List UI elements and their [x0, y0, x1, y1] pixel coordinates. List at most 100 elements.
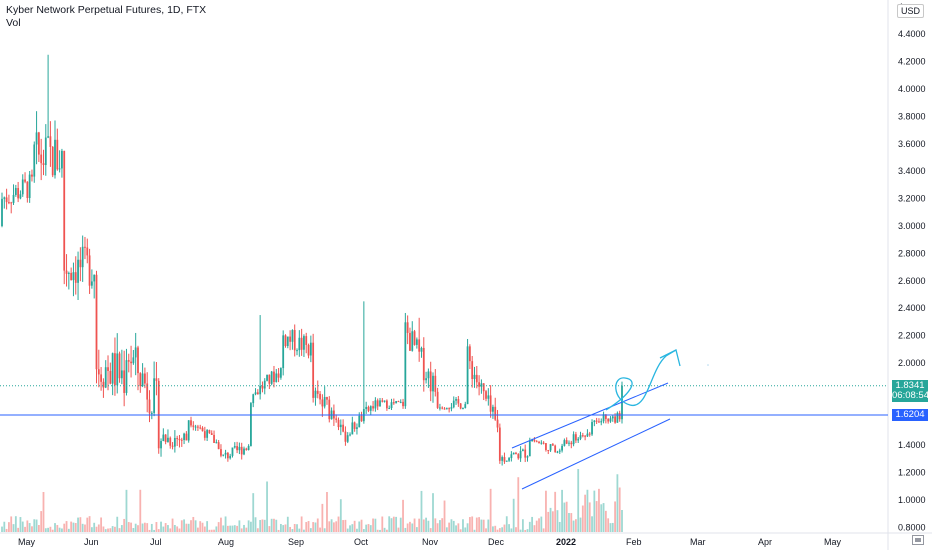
y-tick-label: 2.4000: [898, 303, 926, 313]
volume-bar: [346, 528, 349, 532]
volume-bar: [323, 528, 326, 532]
candle-body: [492, 406, 494, 412]
candle-body: [256, 392, 259, 395]
volume-bar: [604, 510, 607, 532]
candle-body: [415, 339, 418, 345]
candle-body: [521, 449, 524, 451]
candle-body: [445, 408, 448, 410]
volume-bar: [65, 521, 68, 532]
volume-bar: [395, 516, 398, 532]
candle-body: [365, 406, 368, 410]
candle-body: [79, 259, 82, 268]
currency-button[interactable]: USD: [896, 4, 924, 18]
volume-bar: [547, 511, 550, 532]
candle-body: [443, 408, 446, 410]
candle-body: [466, 346, 469, 405]
candle-body: [261, 385, 264, 389]
volume-bar: [517, 477, 520, 532]
candle-body: [201, 427, 204, 432]
volume-bar: [519, 529, 522, 532]
volume-bar: [598, 488, 600, 532]
volume-bar: [185, 523, 188, 532]
candle-body: [600, 421, 603, 423]
volume-bar: [146, 523, 149, 532]
volume-bar: [353, 520, 356, 532]
volume-indicator-label[interactable]: Vol: [6, 17, 21, 29]
projection-arrowhead: [659, 349, 681, 367]
candle-body: [162, 434, 165, 442]
candle-body: [169, 437, 172, 446]
volume-bar: [259, 520, 262, 532]
candle-body: [42, 163, 45, 166]
volume-bar: [190, 520, 192, 532]
volume-bar: [14, 516, 17, 532]
candle-body: [114, 353, 116, 386]
volume-bar: [134, 523, 137, 532]
volume-bar: [157, 529, 160, 532]
volume-bar: [616, 474, 619, 532]
x-tick-label: Feb: [626, 537, 642, 547]
volume-bar: [425, 517, 427, 532]
candle-body: [137, 347, 139, 374]
volume-bar: [586, 489, 589, 532]
candle-body: [19, 194, 22, 199]
symbol-title: Kyber Network Perpetual Futures, 1D, FTX: [6, 4, 207, 16]
candle-body: [51, 146, 54, 176]
candle-body: [457, 399, 460, 404]
volume-bar: [455, 525, 457, 532]
candle-body: [422, 347, 425, 381]
candle-body: [197, 426, 199, 428]
volume-bar: [40, 511, 43, 532]
volume-bar: [199, 521, 202, 532]
volume-bar: [607, 518, 610, 532]
volume-bar: [268, 526, 271, 532]
candle-body: [277, 373, 280, 378]
candle-body: [111, 353, 114, 384]
volume-bar: [74, 523, 77, 532]
volume-bar: [471, 516, 474, 532]
candle-body: [31, 174, 33, 177]
volume-bar: [570, 513, 573, 532]
volume-bar: [464, 527, 467, 532]
volume-bar: [194, 520, 197, 532]
candle-body: [54, 139, 56, 176]
volume-bar: [418, 518, 421, 532]
candle-body: [386, 400, 388, 409]
volume-bar: [409, 521, 411, 532]
candle-body: [270, 371, 273, 384]
y-tick-label: 1.4000: [898, 440, 926, 450]
volume-bar: [492, 526, 494, 532]
candle-body: [226, 452, 229, 459]
volume-bar: [379, 529, 381, 532]
volume-bar: [84, 524, 86, 532]
candle-body: [570, 442, 573, 445]
volume-bar: [415, 527, 418, 532]
volume-bar: [549, 507, 552, 532]
candle-body: [148, 399, 151, 414]
volume-bar: [618, 487, 621, 532]
candle-body: [199, 427, 202, 429]
volume-bar: [250, 521, 252, 532]
volume-bar: [224, 516, 227, 532]
volume-bar: [178, 528, 181, 532]
candle-body: [109, 370, 112, 384]
candle-body: [586, 433, 589, 437]
candle-body: [229, 455, 232, 459]
candle-body: [192, 425, 195, 427]
volume-bar: [369, 525, 372, 532]
volume-bar: [392, 516, 395, 532]
volume-bar: [8, 522, 10, 532]
y-tick-label: 4.4000: [898, 29, 926, 39]
candle-body: [222, 454, 225, 456]
volume-bar: [478, 517, 481, 532]
volume-bar: [473, 529, 476, 532]
settings-icon[interactable]: [912, 535, 924, 545]
candle-body: [77, 259, 79, 283]
volume-bar: [72, 522, 75, 532]
candle-body: [459, 403, 462, 409]
candle-body: [210, 433, 213, 435]
candle-body: [501, 457, 504, 461]
volume-bar: [143, 522, 146, 532]
candle-body: [616, 412, 619, 423]
